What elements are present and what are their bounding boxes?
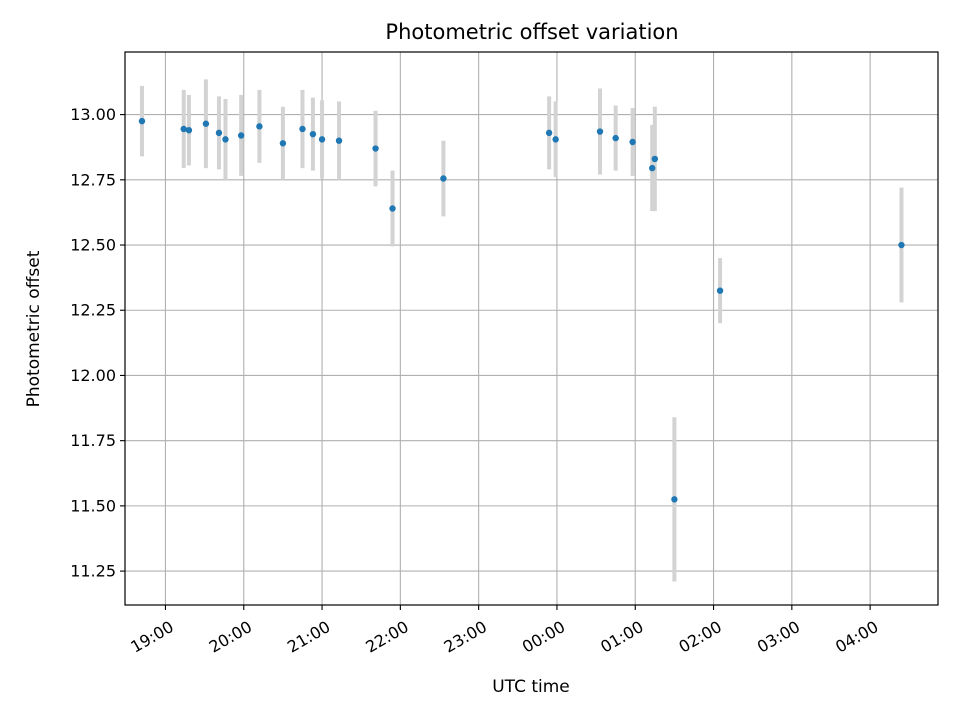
y-tick-label: 11.50 — [70, 496, 116, 515]
x-tick-label: 01:00 — [597, 617, 646, 657]
data-point — [651, 155, 659, 163]
data-point — [237, 132, 245, 139]
data-point — [180, 125, 187, 133]
x-tick-label: 03:00 — [754, 617, 803, 657]
data-point — [222, 136, 229, 143]
x-tick-label: 19:00 — [127, 617, 176, 657]
x-tick-label: 20:00 — [206, 617, 255, 657]
data-point — [279, 140, 287, 147]
data-point — [716, 287, 724, 294]
y-tick-label: 13.00 — [70, 105, 116, 124]
data-point — [215, 129, 223, 137]
x-tick-label: 04:00 — [832, 617, 881, 657]
y-tick-label: 12.75 — [70, 170, 116, 189]
data-point — [649, 164, 656, 172]
data-point — [612, 134, 619, 142]
data-point — [335, 137, 343, 144]
y-axis: 11.25 11.50 11.75 12.00 12.25 12.50 12.75 13.00 — [70, 105, 125, 581]
data-point — [596, 128, 604, 135]
data-point — [318, 136, 326, 143]
data-point — [898, 241, 905, 249]
data-point — [202, 120, 210, 127]
y-axis-title: Photometric offset — [24, 250, 44, 407]
x-tick-label: 23:00 — [441, 617, 490, 657]
data-point — [671, 496, 678, 503]
data-point — [299, 125, 306, 133]
x-tick-label: 02:00 — [676, 617, 725, 657]
data-point — [256, 123, 263, 130]
data-point — [389, 205, 396, 212]
data-point — [440, 175, 447, 182]
x-tick-label: 00:00 — [519, 617, 568, 657]
data-point — [185, 127, 193, 134]
chart-title: Photometric offset variation — [385, 20, 678, 44]
grid — [125, 52, 938, 605]
data-points — [138, 117, 905, 503]
x-axis-title: UTC time — [492, 677, 570, 697]
y-tick-label: 11.25 — [70, 562, 116, 581]
x-tick-label: 21:00 — [284, 617, 333, 657]
data-point — [545, 129, 553, 137]
y-tick-label: 11.75 — [70, 431, 116, 450]
y-tick-label: 12.25 — [70, 301, 116, 320]
y-tick-label: 12.50 — [70, 236, 116, 255]
data-point — [138, 117, 146, 125]
plot-frame — [124, 51, 939, 606]
x-axis: 19:00 20:00 21:00 22:00 23:00 00:00 01:00 02:00… — [127, 605, 882, 657]
x-tick-label: 22:00 — [362, 617, 411, 657]
data-point — [629, 138, 636, 146]
data-point — [309, 130, 317, 138]
data-point — [372, 145, 379, 152]
data-point — [552, 136, 559, 143]
y-tick-label: 12.00 — [70, 366, 116, 385]
